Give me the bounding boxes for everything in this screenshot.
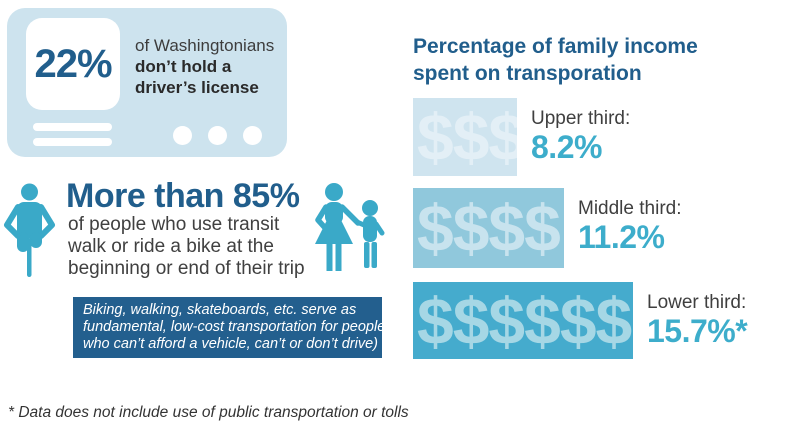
transit-body-line2: walk or ride a bike at the [68,236,274,257]
footnote: * Data does not include use of public tr… [8,404,409,421]
income-row-middle: $$$$ Middle third: 11.2% [413,188,682,268]
income-row-value: 11.2% [578,219,665,255]
income-row-label: Lower third: [647,292,747,313]
cyclist-icon [4,183,55,277]
callout-line1: Biking, walking, skateboards, etc. serve… [83,302,357,318]
percentage-tile: 22% [26,18,120,110]
transit-headline: More than 85% [66,177,300,215]
card-decoration-dot [243,126,262,145]
callout-line2: fundamental, low-cost transportation for… [83,319,386,335]
license-text-line2: don’t hold a [135,57,232,76]
money-box-middle: $$$$ [413,188,564,268]
money-box-lower: $$$$$$ [413,282,633,359]
money-box-upper: $$$ [413,98,517,176]
dollar-signs: $$$$ [417,191,561,265]
callout-box: Biking, walking, skateboards, etc. serve… [73,297,386,358]
income-row-text: Middle third: 11.2% [578,188,682,254]
card-decoration-dot [208,126,227,145]
income-title-line2: spent on transporation [413,62,642,85]
income-row-upper: $$$ Upper third: 8.2% [413,98,630,176]
license-text-line3: driver’s license [135,78,259,97]
dollar-signs: $$$$$$ [417,283,632,358]
card-decoration-dot [173,126,192,145]
transit-body: of people who use transit walk or ride a… [68,214,305,280]
license-text-line1: of Washingtonians [135,36,275,55]
license-percentage: 22% [34,41,112,86]
dollar-signs: $$$ [417,100,517,174]
income-row-text: Upper third: 8.2% [531,98,630,164]
drivers-license-card: 22% of Washingtonians don’t hold a drive… [7,8,287,157]
income-title-line1: Percentage of family income [413,35,698,58]
income-row-label: Upper third: [531,108,631,129]
license-card-text: of Washingtonians don’t hold a driver’s … [135,35,274,98]
income-row-lower: $$$$$$ Lower third: 15.7%* [413,282,748,359]
transit-body-line1: of people who use transit [68,214,280,235]
woman-and-child-icon [315,183,385,271]
card-decoration-bar [33,138,112,146]
income-row-text: Lower third: 15.7%* [647,282,748,349]
callout-line3: who can’t afford a vehicle, can’t or don… [83,336,378,352]
income-row-label: Middle third: [578,198,682,219]
card-decoration-bar [33,123,112,131]
income-row-value: 15.7%* [647,313,748,349]
income-row-value: 8.2% [531,129,602,165]
income-section-title: Percentage of family income spent on tra… [413,33,698,87]
transit-body-line3: beginning or end of their trip [68,258,305,279]
